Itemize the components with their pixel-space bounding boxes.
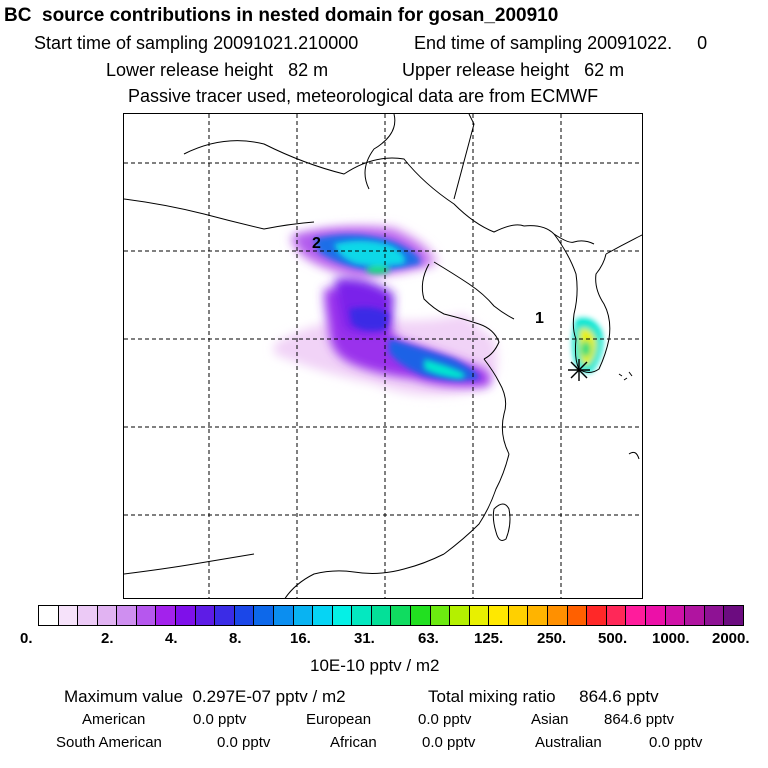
- colorbar-segment: [332, 606, 353, 625]
- colorbar-segment: [645, 606, 666, 625]
- cluster-label-1: 1: [535, 310, 544, 327]
- colorbar-segment: [724, 606, 743, 625]
- colorbar-segment: [587, 606, 607, 625]
- colorbar-segment: [410, 606, 431, 625]
- lower-release-height: Lower release height 82 m: [106, 60, 329, 80]
- colorbar-segment: [489, 606, 509, 625]
- colorbar-tick: 2000.: [712, 630, 750, 647]
- colorbar-segment: [371, 606, 392, 625]
- colorbar-tick: 125.: [474, 630, 504, 647]
- start-sampling-time: Start time of sampling 20091021.210000: [34, 33, 359, 53]
- cluster-label-2: 2: [312, 235, 321, 252]
- colorbar-segment: [136, 606, 157, 625]
- colorbar-tick: 500.: [598, 630, 628, 647]
- colorbar-segment: [195, 606, 216, 625]
- colorbar-segment: [508, 606, 529, 625]
- colorbar-segment: [685, 606, 705, 625]
- total-mixing-ratio: Total mixing ratio 864.6 pptv: [428, 687, 659, 706]
- colorbar-segment: [469, 606, 490, 625]
- receptor-star-marker: [568, 359, 590, 381]
- region-value: 0.0 pptv: [649, 734, 703, 751]
- region-name: European: [306, 711, 372, 728]
- colorbar-segment: [78, 606, 98, 625]
- colorbar-segment: [39, 606, 59, 625]
- coastlines: [124, 114, 642, 598]
- colorbar-segment: [254, 606, 274, 625]
- colorbar-segment: [293, 606, 314, 625]
- region-name: Asian: [531, 711, 569, 728]
- colorbar-segment: [450, 606, 470, 625]
- colorbar-segment: [97, 606, 118, 625]
- colorbar-segment: [626, 606, 646, 625]
- colorbar-segment: [313, 606, 333, 625]
- map-svg: 2 1: [124, 114, 642, 598]
- colorbar-segment: [273, 606, 294, 625]
- colorbar: [38, 605, 744, 626]
- region-value: 0.0 pptv: [422, 734, 476, 751]
- colorbar-segment: [176, 606, 196, 625]
- colorbar-segment: [528, 606, 549, 625]
- colorbar-segment: [548, 606, 568, 625]
- colorbar-tick: 0.: [20, 630, 33, 647]
- colorbar-segment: [391, 606, 411, 625]
- colorbar-tick: 1000.: [652, 630, 690, 647]
- region-name: American: [82, 711, 146, 728]
- colorbar-tick: 2.: [101, 630, 114, 647]
- colorbar-units: 10E-10 pptv / m2: [310, 656, 440, 675]
- colorbar-segment: [665, 606, 686, 625]
- region-value: 0.0 pptv: [418, 711, 472, 728]
- region-value: 864.6 pptv: [604, 711, 675, 728]
- colorbar-segment: [215, 606, 235, 625]
- end-sampling-time: End time of sampling 20091022. 0: [414, 33, 708, 53]
- colorbar-segment: [567, 606, 588, 625]
- colorbar-segment: [58, 606, 79, 625]
- colorbar-segment: [606, 606, 627, 625]
- plot-title: BC source contributions in nested domain…: [4, 5, 559, 26]
- region-value: 0.0 pptv: [193, 711, 247, 728]
- grid-lines: [124, 114, 642, 598]
- concentration-field: [274, 225, 603, 396]
- colorbar-tick: 31.: [354, 630, 375, 647]
- region-name: South American: [56, 734, 162, 751]
- colorbar-segment: [156, 606, 177, 625]
- upper-release-height: Upper release height 62 m: [402, 60, 625, 80]
- colorbar-tick: 4.: [165, 630, 178, 647]
- colorbar-segment: [430, 606, 451, 625]
- colorbar-segment: [234, 606, 255, 625]
- colorbar-segment: [117, 606, 137, 625]
- region-value: 0.0 pptv: [217, 734, 271, 751]
- colorbar-tick: 8.: [229, 630, 242, 647]
- region-name: Australian: [535, 734, 602, 751]
- colorbar-tick: 16.: [290, 630, 311, 647]
- colorbar-tick: 63.: [418, 630, 439, 647]
- map-panel: 2 1: [123, 113, 643, 599]
- tracer-note: Passive tracer used, meteorological data…: [128, 86, 599, 106]
- colorbar-tick: 250.: [537, 630, 567, 647]
- maximum-value: Maximum value 0.297E-07 pptv / m2: [64, 687, 346, 706]
- colorbar-segment: [704, 606, 725, 625]
- region-name: African: [330, 734, 377, 751]
- colorbar-segment: [352, 606, 372, 625]
